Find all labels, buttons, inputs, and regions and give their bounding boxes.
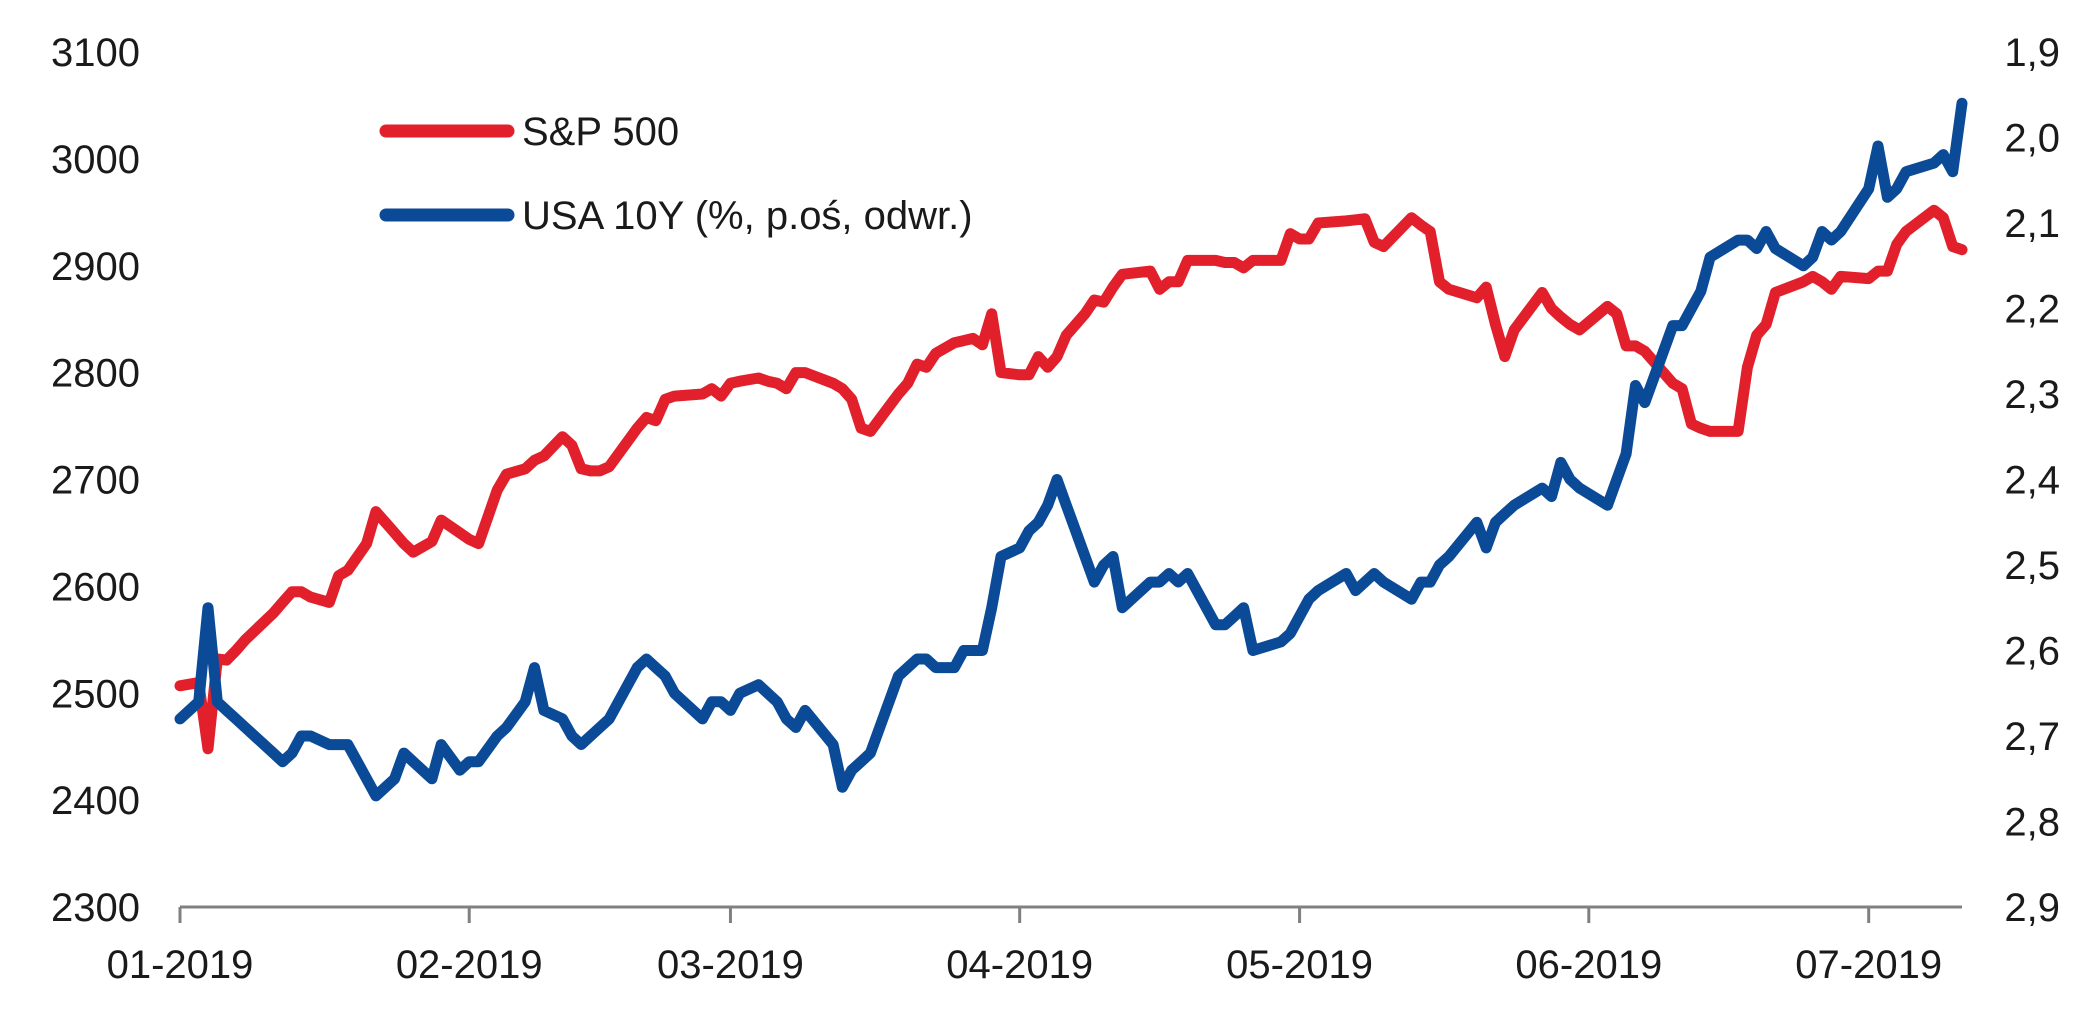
y-left-tick-label: 2800 <box>51 352 140 396</box>
y-right-tick-label: 2,7 <box>2004 715 2060 759</box>
sp500-line <box>174 204 1968 755</box>
y-right-tick-label: 2,3 <box>2004 373 2060 417</box>
x-tick-label: 07-2019 <box>1795 943 1942 987</box>
y-right-tick-label: 2,9 <box>2004 886 2060 930</box>
x-axis-ticks: 01-2019 02-2019 03-2019 04-2019 05-2019 06-20… <box>107 907 1942 987</box>
x-tick-label: 03-2019 <box>657 943 804 987</box>
y-right-tick-label: 2,6 <box>2004 630 2060 674</box>
y-right-axis-ticks: 1,9 2,0 2,1 2,2 2,3 2,4 2,5 2,6 2,7 2,8 2,9 <box>2004 31 2060 930</box>
y-right-tick-label: 1,9 <box>2004 31 2060 75</box>
y-left-tick-label: 2600 <box>51 565 140 609</box>
y-left-tick-label: 2400 <box>51 779 140 823</box>
usa10y-line <box>174 97 1968 802</box>
y-right-tick-label: 2,0 <box>2004 117 2060 161</box>
y-left-tick-label: 2300 <box>51 886 140 930</box>
y-left-tick-label: 2900 <box>51 245 140 289</box>
y-right-tick-label: 2,8 <box>2004 801 2060 845</box>
y-right-tick-label: 2,4 <box>2004 459 2060 503</box>
x-tick-label: 01-2019 <box>107 943 254 987</box>
x-tick-label: 02-2019 <box>396 943 543 987</box>
legend-label-usa10y: USA 10Y (%, p.oś, odwr.) <box>522 194 973 238</box>
x-tick-label: 06-2019 <box>1515 943 1662 987</box>
y-left-tick-label: 3100 <box>51 31 140 75</box>
y-right-tick-label: 2,1 <box>2004 202 2060 246</box>
y-left-tick-label: 3000 <box>51 138 140 182</box>
y-left-axis-ticks: 2300 2400 2500 2600 2700 2800 2900 3000 3100 <box>51 31 140 930</box>
axes: 01-2019 02-2019 03-2019 04-2019 05-2019 06-20… <box>51 31 2060 987</box>
legend-label-sp500: S&P 500 <box>522 110 679 154</box>
x-tick-label: 05-2019 <box>1226 943 1373 987</box>
y-right-tick-label: 2,5 <box>2004 544 2060 588</box>
series-layer <box>174 97 1968 802</box>
y-left-tick-label: 2500 <box>51 672 140 716</box>
y-right-tick-label: 2,2 <box>2004 288 2060 332</box>
legend: S&P 500 USA 10Y (%, p.oś, odwr.) <box>379 110 973 238</box>
x-tick-label: 04-2019 <box>946 943 1093 987</box>
y-left-tick-label: 2700 <box>51 459 140 503</box>
